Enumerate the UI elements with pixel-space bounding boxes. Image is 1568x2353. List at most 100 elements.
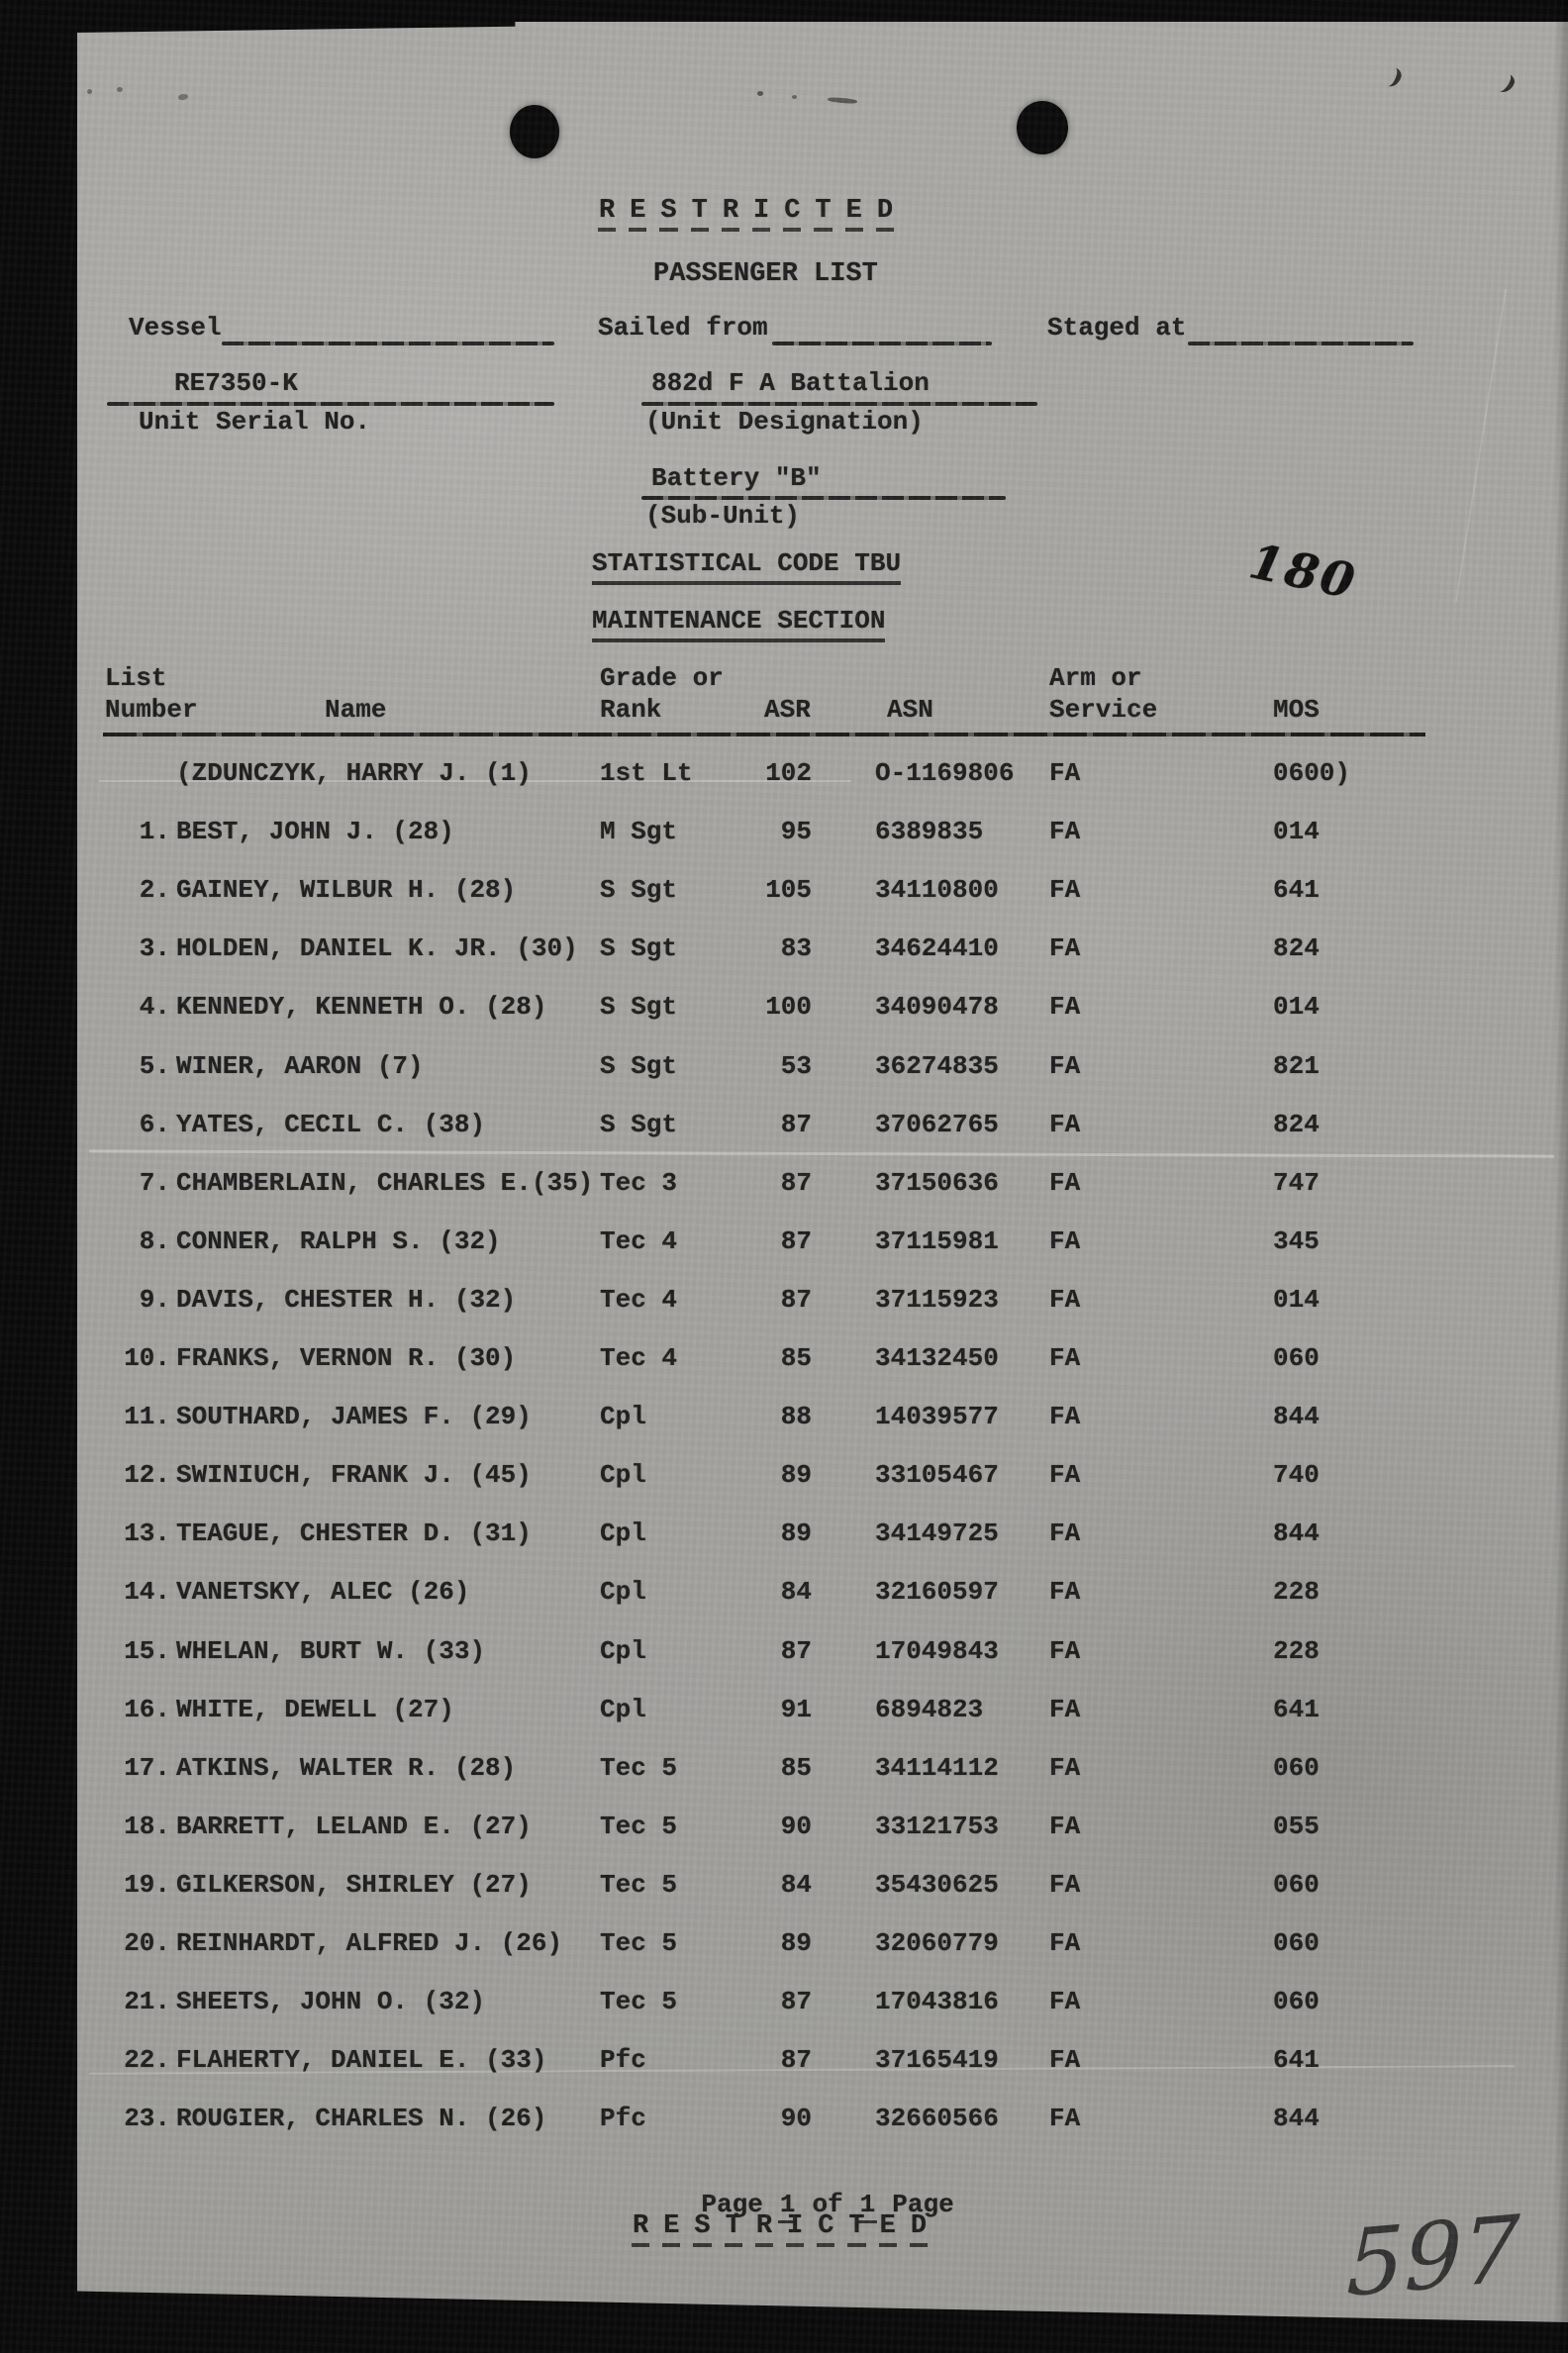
row-grade-rank: S Sgt	[600, 992, 678, 1023]
row-asr: 83	[780, 933, 812, 964]
row-asn: 33105467	[875, 1460, 999, 1491]
unit-designation-value: 882d F A Battalion	[651, 368, 930, 398]
row-mos: 055	[1273, 1811, 1320, 1841]
row-arm-service: FA	[1049, 1226, 1081, 1256]
row-asn: 32160597	[875, 1577, 999, 1608]
table-row: 14. VANETSKY, ALEC (26) Cpl 84 32160597 …	[0, 1577, 1568, 1635]
unit-serial-value: RE7350-K	[174, 368, 298, 398]
row-grade-rank: Cpl	[600, 1460, 646, 1491]
page-number: 1	[777, 2190, 798, 2223]
row-mos: 060	[1273, 1343, 1320, 1373]
table-row: 11. SOUTHARD, JAMES F. (29) Cpl 88 14039…	[0, 1402, 1568, 1460]
row-asn: 32060779	[875, 1928, 999, 1958]
row-asr: 89	[780, 1928, 812, 1958]
row-arm-service: FA	[1049, 933, 1081, 964]
left-black-border	[0, 0, 77, 2353]
table-row: 7. CHAMBERLAIN, CHARLES E.(35) Tec 3 87 …	[0, 1168, 1568, 1226]
sub-unit-label: (Sub-Unit)	[645, 501, 801, 531]
row-asn: 34114112	[875, 1752, 999, 1783]
row-grade-rank: Tec 5	[600, 1928, 678, 1958]
row-mos: 641	[1273, 2045, 1320, 2076]
row-asn: 36274835	[875, 1050, 999, 1081]
row-grade-rank: S Sgt	[600, 1050, 678, 1081]
page-title: PASSENGER LIST	[653, 259, 878, 289]
row-asr: 89	[780, 1460, 812, 1491]
row-list-number: 15.	[124, 1635, 170, 1666]
row-list-number: 22.	[124, 2045, 170, 2076]
row-mos: 060	[1273, 1987, 1320, 2017]
row-list-number: 13.	[124, 1519, 170, 1549]
table-row: 10. FRANKS, VERNON R. (30) Tec 4 85 3413…	[0, 1343, 1568, 1402]
row-asn: 34149725	[875, 1519, 999, 1549]
header-mos: MOS	[1273, 695, 1320, 725]
row-asr: 87	[780, 1167, 812, 1198]
ink-smudge	[117, 87, 123, 92]
row-name: HOLDEN, DANIEL K. JR. (30)	[176, 933, 578, 964]
table-row: 17. ATKINS, WALTER R. (28) Tec 5 85 3411…	[0, 1753, 1568, 1812]
table-row: 20. REINHARDT, ALFRED J. (26) Tec 5 89 3…	[0, 1928, 1568, 1987]
ink-smudge	[827, 96, 858, 105]
row-asr: 102	[765, 758, 812, 788]
row-list-number: 11.	[124, 1402, 170, 1432]
stamped-number-180: 180	[1244, 534, 1362, 611]
ink-smudge	[177, 93, 189, 101]
row-asn: 34090478	[875, 992, 999, 1023]
row-name: BEST, JOHN J. (28)	[176, 817, 454, 847]
header-asr: ASR	[764, 695, 811, 725]
table-row: 9. DAVIS, CHESTER H. (32) Tec 4 87 37115…	[0, 1285, 1568, 1343]
row-asn: 14039577	[875, 1402, 999, 1432]
row-arm-service: FA	[1049, 992, 1081, 1023]
row-grade-rank: Tec 4	[600, 1284, 678, 1315]
header-list: List	[105, 663, 167, 693]
row-list-number: 20.	[124, 1928, 170, 1958]
table-row: 3. HOLDEN, DANIEL K. JR. (30) S Sgt 83 3…	[0, 933, 1568, 992]
row-asn: 34624410	[875, 933, 999, 964]
table-row: 16. WHITE, DEWELL (27) Cpl 91 6894823 FA…	[0, 1695, 1568, 1753]
top-left-black-wedge	[0, 0, 516, 34]
of-word: of	[812, 2190, 843, 2219]
header-name: Name	[325, 695, 387, 725]
row-asr: 95	[780, 817, 812, 847]
row-name: GILKERSON, SHIRLEY (27)	[176, 1869, 532, 1900]
row-arm-service: FA	[1049, 1402, 1081, 1432]
row-asn: 6389835	[875, 817, 984, 847]
table-row: 18. BARRETT, LELAND E. (27) Tec 5 90 331…	[0, 1812, 1568, 1870]
row-asn: 37115923	[875, 1284, 999, 1315]
row-asr: 100	[765, 992, 812, 1023]
row-name: CHAMBERLAIN, CHARLES E.(35)	[176, 1167, 594, 1198]
ink-smudge	[757, 91, 763, 96]
row-grade-rank: Cpl	[600, 1402, 646, 1432]
row-grade-rank: Cpl	[600, 1635, 646, 1666]
row-grade-rank: Tec 4	[600, 1343, 678, 1373]
bottom-black-border	[0, 2289, 1568, 2353]
row-arm-service: FA	[1049, 817, 1081, 847]
row-list-number: 8.	[139, 1226, 170, 1256]
table-row: 23. ROUGIER, CHARLES N. (26) Pfc 90 3266…	[0, 2104, 1568, 2162]
row-mos: 060	[1273, 1928, 1320, 1958]
row-name: CONNER, RALPH S. (32)	[176, 1226, 501, 1256]
unit-serial-label: Unit Serial No.	[139, 407, 371, 437]
table-row: 8. CONNER, RALPH S. (32) Tec 4 87 371159…	[0, 1226, 1568, 1285]
row-asn: 32660566	[875, 2104, 999, 2134]
row-name: YATES, CECIL C. (38)	[176, 1109, 486, 1139]
table-row: 6. YATES, CECIL C. (38) S Sgt 87 3706276…	[0, 1110, 1568, 1168]
row-name: (ZDUNCZYK, HARRY J. (1)	[176, 758, 532, 788]
row-grade-rank: Tec 5	[600, 1869, 678, 1900]
row-asr: 84	[780, 1869, 812, 1900]
row-asr: 87	[780, 1987, 812, 2017]
row-grade-rank: Tec 4	[600, 1226, 678, 1256]
ink-smudge	[792, 95, 797, 99]
row-asr: 105	[765, 875, 812, 906]
table-row: 21. SHEETS, JOHN O. (32) Tec 5 87 170438…	[0, 1987, 1568, 2045]
row-arm-service: FA	[1049, 1109, 1081, 1139]
row-arm-service: FA	[1049, 1752, 1081, 1783]
row-list-number: 1.	[139, 817, 170, 847]
row-list-number: 9.	[139, 1284, 170, 1315]
table-row: 1. BEST, JOHN J. (28) M Sgt 95 6389835 F…	[0, 817, 1568, 875]
row-name: ROUGIER, CHARLES N. (26)	[176, 2104, 547, 2134]
row-asr: 91	[780, 1694, 812, 1724]
row-list-number: 18.	[124, 1811, 170, 1841]
row-arm-service: FA	[1049, 1577, 1081, 1608]
row-asr: 85	[780, 1343, 812, 1373]
